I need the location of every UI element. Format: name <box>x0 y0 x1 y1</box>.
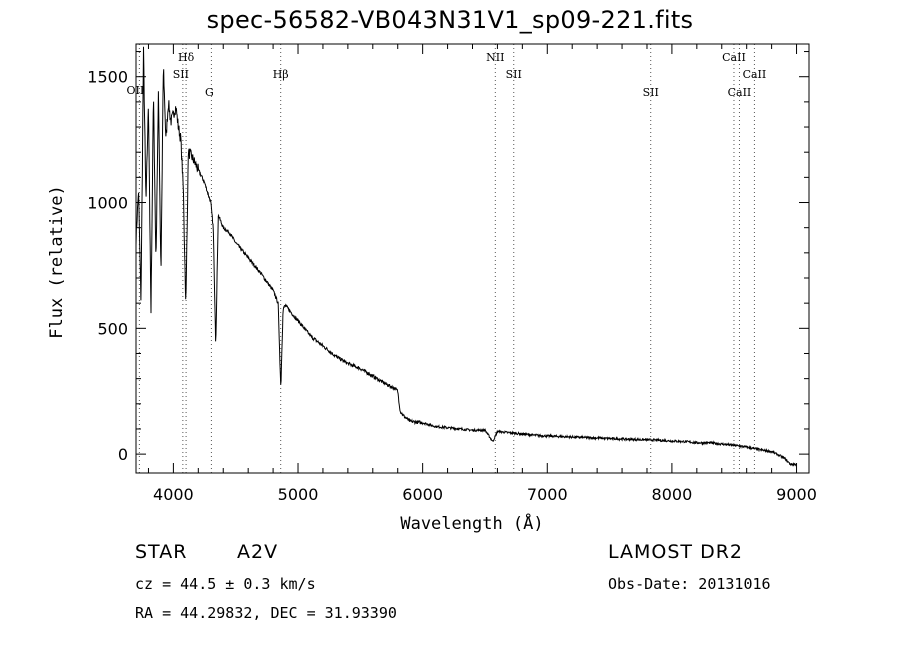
line-label-7: SII <box>643 86 659 99</box>
line-label-6: SII <box>506 68 522 81</box>
line-label-10: CaII <box>743 68 767 81</box>
object-subclass: A2V <box>237 541 279 563</box>
x-tick-label: 8000 <box>652 485 693 504</box>
survey-name: LAMOST DR2 <box>608 541 743 563</box>
x-tick-label: 6000 <box>402 485 443 504</box>
line-label-2: SII <box>173 68 189 81</box>
observation-date: Obs-Date: 20131016 <box>608 575 771 593</box>
y-tick-label: 0 <box>118 445 128 464</box>
line-label-0: OII <box>127 84 145 97</box>
plot-frame <box>135 43 810 474</box>
coordinates: RA = 44.29832, DEC = 31.93390 <box>135 604 397 622</box>
x-axis-label: Wavelength (Å) <box>400 512 543 534</box>
object-class: STAR <box>135 541 188 563</box>
spectrum-series <box>135 46 797 467</box>
y-axis: 0 500 1000 1500 <box>87 51 809 464</box>
y-tick-label: 500 <box>97 319 128 338</box>
line-label-9: CaII <box>728 86 752 99</box>
x-axis: 4000 5000 6000 7000 8000 9000 <box>147 44 817 504</box>
spectral-line-markers <box>138 44 755 473</box>
line-label-5: NII <box>486 51 504 64</box>
spectrum-line <box>135 46 797 467</box>
chart-title: spec-56582-VB043N31V1_sp09-221.fits <box>206 6 694 34</box>
line-label-4: Hβ <box>273 68 289 81</box>
x-tick-label: 9000 <box>776 485 817 504</box>
line-label-1: Hδ <box>178 51 195 64</box>
x-tick-label: 4000 <box>153 485 194 504</box>
y-tick-label: 1500 <box>87 68 128 87</box>
x-tick-label: 5000 <box>278 485 319 504</box>
line-label-3: G <box>205 86 214 99</box>
y-axis-label: Flux (relative) <box>47 185 67 339</box>
line-label-8: CaII <box>722 51 746 64</box>
redshift-value: cz = 44.5 ± 0.3 km/s <box>135 575 316 593</box>
x-tick-label: 7000 <box>527 485 568 504</box>
y-tick-label: 1000 <box>87 194 128 213</box>
